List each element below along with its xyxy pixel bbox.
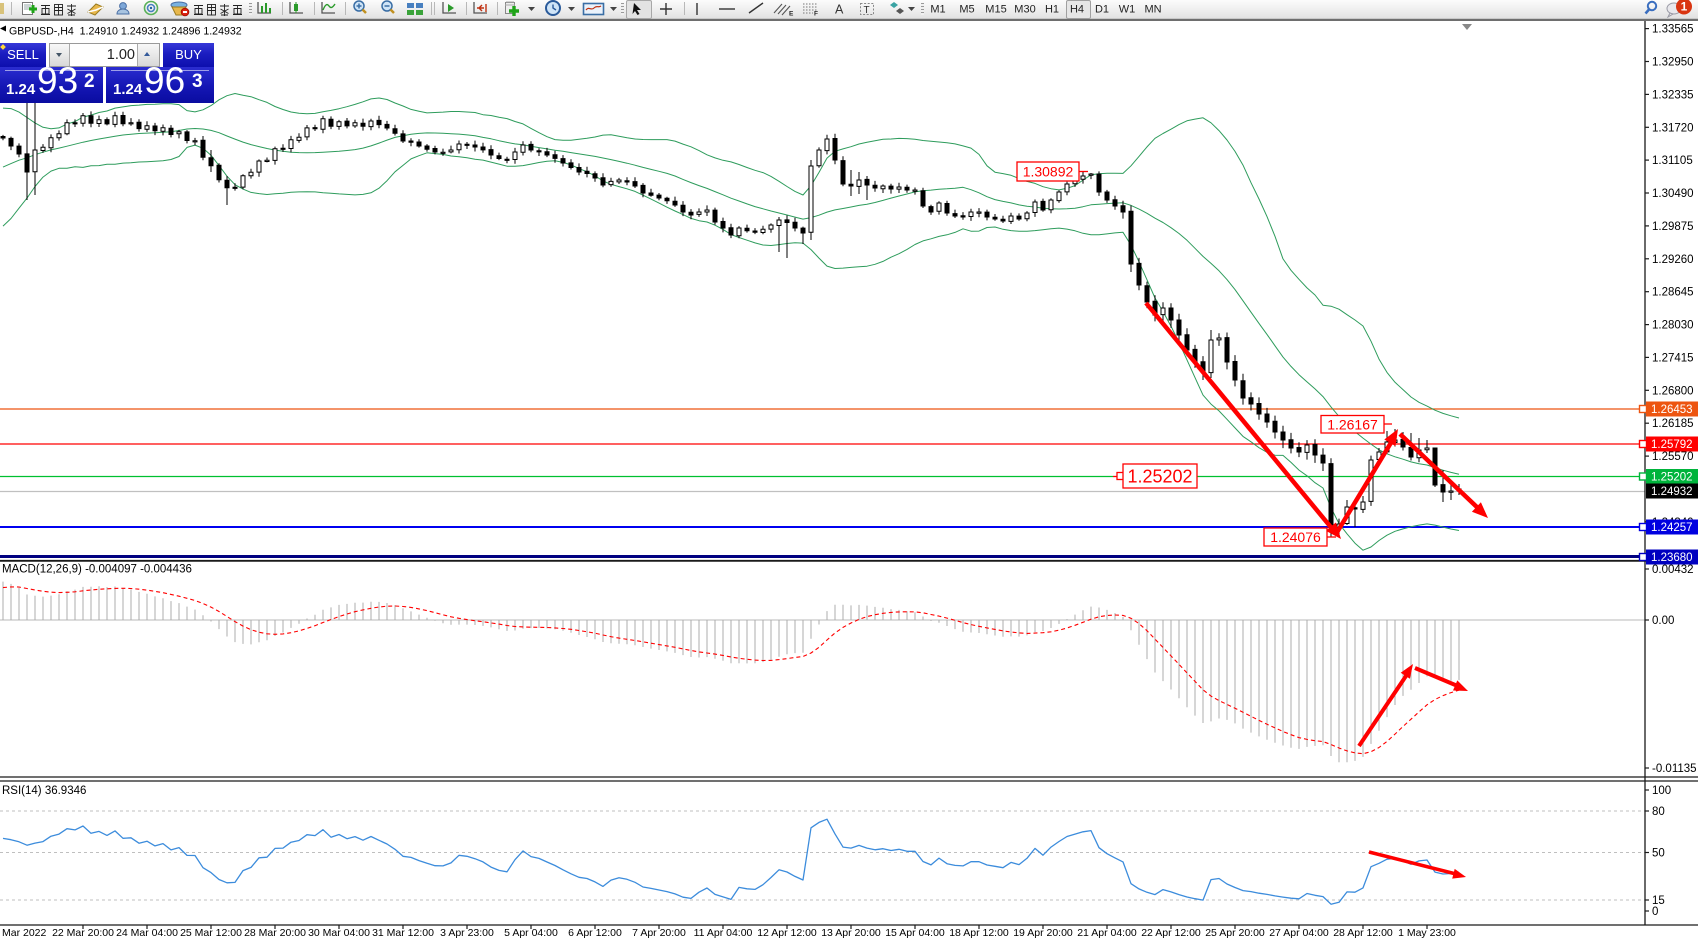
svg-text:1.29875: 1.29875	[1652, 221, 1694, 233]
svg-text:1 May 23:00: 1 May 23:00	[1398, 927, 1456, 939]
svg-text:24 Mar 04:00: 24 Mar 04:00	[116, 927, 178, 939]
svg-text:1.31105: 1.31105	[1652, 155, 1693, 167]
svg-text:W1: W1	[1119, 4, 1136, 16]
svg-text:A: A	[835, 3, 844, 17]
svg-text:-0.01135: -0.01135	[1652, 763, 1697, 775]
svg-text:1.25202: 1.25202	[1127, 467, 1192, 487]
svg-text:1.25570: 1.25570	[1652, 451, 1694, 463]
svg-text:22 Apr 12:00: 22 Apr 12:00	[1141, 927, 1201, 939]
svg-text:1.25202: 1.25202	[1651, 472, 1693, 484]
svg-text:Mar 2022: Mar 2022	[2, 927, 47, 939]
svg-text:M5: M5	[959, 4, 974, 16]
svg-text:28 Mar 20:00: 28 Mar 20:00	[244, 927, 306, 939]
svg-text:E: E	[789, 11, 794, 18]
svg-text:1.28030: 1.28030	[1652, 320, 1694, 332]
svg-text:D1: D1	[1095, 4, 1109, 16]
svg-text:MACD(12,26,9) -0.004097 -0.004: MACD(12,26,9) -0.004097 -0.004436	[2, 564, 192, 576]
svg-text:H4: H4	[1070, 4, 1084, 16]
svg-text:7 Apr 20:00: 7 Apr 20:00	[632, 927, 686, 939]
svg-text:5 Apr 04:00: 5 Apr 04:00	[504, 927, 558, 939]
svg-text:18 Apr 12:00: 18 Apr 12:00	[949, 927, 1009, 939]
svg-text:RSI(14) 36.9346: RSI(14) 36.9346	[2, 785, 86, 797]
svg-text:1.33565: 1.33565	[1652, 24, 1694, 36]
svg-text:21 Apr 04:00: 21 Apr 04:00	[1077, 927, 1137, 939]
svg-text:19 Apr 20:00: 19 Apr 20:00	[1013, 927, 1073, 939]
svg-text:T: T	[864, 5, 870, 16]
svg-text:1.26800: 1.26800	[1652, 385, 1694, 397]
svg-text:25 Apr 20:00: 25 Apr 20:00	[1205, 927, 1265, 939]
svg-text:3 Apr 23:00: 3 Apr 23:00	[440, 927, 494, 939]
svg-text:100: 100	[1652, 785, 1671, 797]
svg-text:1.27415: 1.27415	[1652, 352, 1694, 364]
svg-text:11 Apr 04:00: 11 Apr 04:00	[694, 927, 753, 939]
svg-text:28 Apr 12:00: 28 Apr 12:00	[1333, 927, 1393, 939]
svg-text:1.24076: 1.24076	[1270, 529, 1321, 545]
svg-text:0.00: 0.00	[1652, 615, 1674, 627]
svg-text:13 Apr 20:00: 13 Apr 20:00	[821, 927, 881, 939]
svg-text:1.28645: 1.28645	[1652, 287, 1694, 299]
svg-text:1.32335: 1.32335	[1652, 89, 1694, 101]
svg-text:30 Mar 04:00: 30 Mar 04:00	[308, 927, 370, 939]
svg-text:15 Apr 04:00: 15 Apr 04:00	[885, 927, 945, 939]
svg-text:31 Mar 12:00: 31 Mar 12:00	[372, 927, 434, 939]
svg-text:M1: M1	[930, 4, 945, 16]
svg-text:25 Mar 12:00: 25 Mar 12:00	[180, 927, 242, 939]
svg-text:15: 15	[1652, 895, 1665, 907]
svg-text:M15: M15	[985, 4, 1006, 16]
svg-text:1: 1	[1681, 0, 1688, 14]
svg-text:22 Mar 20:00: 22 Mar 20:00	[52, 927, 114, 939]
svg-text:1.26185: 1.26185	[1652, 418, 1694, 430]
svg-text:MN: MN	[1144, 4, 1161, 16]
svg-text:0: 0	[1652, 906, 1658, 918]
svg-text:50: 50	[1652, 848, 1665, 860]
svg-text:1.24257: 1.24257	[1651, 522, 1693, 534]
svg-text:1.26167: 1.26167	[1327, 416, 1378, 432]
svg-text:1.32950: 1.32950	[1652, 57, 1694, 69]
svg-text:1.29260: 1.29260	[1652, 254, 1694, 266]
svg-text:12 Apr 12:00: 12 Apr 12:00	[757, 927, 817, 939]
svg-text:GBPUSD-,H4 1.24910 1.24932 1.: GBPUSD-,H4 1.24910 1.24932 1.24896 1.249…	[9, 26, 242, 38]
svg-text:H1: H1	[1045, 4, 1059, 16]
svg-text:M30: M30	[1014, 4, 1035, 16]
svg-text:0.00432: 0.00432	[1652, 564, 1694, 576]
svg-text:1.23680: 1.23680	[1651, 552, 1693, 564]
svg-text:1.30892: 1.30892	[1023, 164, 1074, 180]
svg-text:1.30490: 1.30490	[1652, 188, 1694, 200]
svg-text:1.24932: 1.24932	[1651, 486, 1693, 498]
svg-text:F: F	[814, 11, 818, 18]
svg-text:80: 80	[1652, 806, 1665, 818]
svg-text:1.26453: 1.26453	[1651, 404, 1693, 416]
svg-text:6 Apr 12:00: 6 Apr 12:00	[568, 927, 622, 939]
svg-text:1.25792: 1.25792	[1651, 439, 1693, 451]
svg-text:1.31720: 1.31720	[1652, 122, 1694, 134]
svg-text:27 Apr 04:00: 27 Apr 04:00	[1269, 927, 1329, 939]
